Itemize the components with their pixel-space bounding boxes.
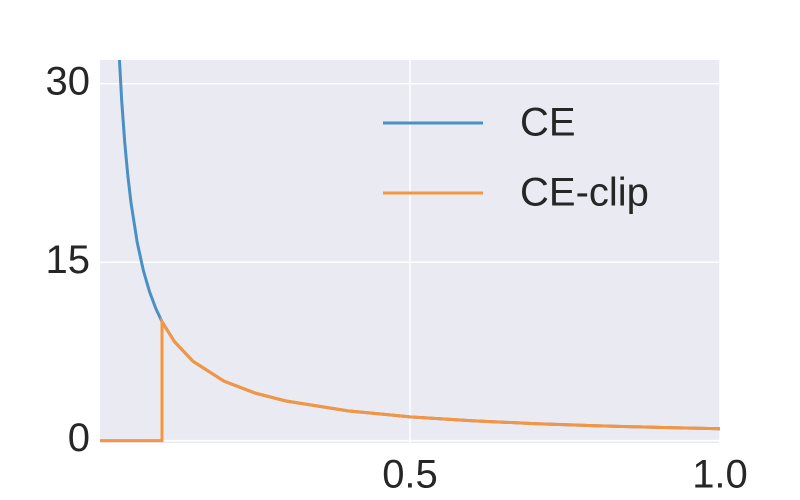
line xyxy=(100,316,720,443)
legend-label: CE xyxy=(520,101,576,145)
legend-label: CE-clip xyxy=(520,171,649,215)
x-tick-label: 0.5 xyxy=(382,453,438,497)
x-tick-label: 1.0 xyxy=(692,453,748,497)
y-tick-label: 30 xyxy=(46,59,91,103)
y-tick-label: 15 xyxy=(46,238,91,282)
y-tick-label: 0 xyxy=(68,416,90,460)
